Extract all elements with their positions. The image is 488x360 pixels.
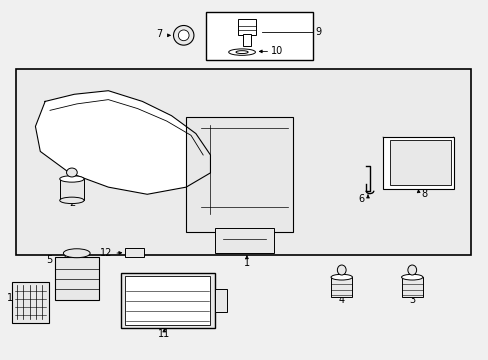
Text: 11: 11 (158, 329, 170, 339)
Bar (205, 12, 312, 60)
Ellipse shape (65, 251, 79, 264)
Text: 6: 6 (357, 194, 364, 203)
Bar (382, 137, 453, 189)
Text: 3: 3 (408, 295, 414, 305)
Text: 10: 10 (271, 46, 283, 57)
Bar (215, 289, 227, 312)
Bar (330, 277, 352, 297)
Bar (125, 276, 210, 325)
Ellipse shape (330, 274, 352, 280)
Text: 4: 4 (338, 295, 344, 305)
Ellipse shape (337, 265, 346, 275)
Ellipse shape (407, 265, 416, 275)
Ellipse shape (228, 49, 255, 55)
Bar (12, 282, 48, 323)
Ellipse shape (60, 197, 84, 203)
Text: 13: 13 (85, 278, 97, 288)
Text: 5: 5 (46, 255, 52, 265)
Text: 12: 12 (100, 248, 112, 258)
Ellipse shape (60, 176, 84, 182)
Ellipse shape (178, 30, 189, 41)
Text: 1: 1 (244, 258, 249, 268)
Bar (401, 277, 422, 297)
Text: 2: 2 (69, 198, 75, 208)
Bar (16, 69, 469, 255)
Text: 7: 7 (156, 28, 162, 39)
Bar (60, 179, 84, 201)
Ellipse shape (401, 274, 422, 280)
Ellipse shape (68, 254, 75, 261)
Bar (243, 33, 250, 46)
Text: 14: 14 (7, 293, 20, 303)
Text: 9: 9 (314, 27, 321, 37)
Bar (55, 257, 99, 300)
Ellipse shape (63, 249, 90, 258)
Bar (215, 228, 273, 253)
Bar (65, 257, 79, 267)
Bar (238, 19, 255, 35)
Bar (389, 140, 450, 185)
Text: 8: 8 (421, 189, 427, 199)
Bar (186, 117, 292, 232)
Ellipse shape (173, 26, 194, 45)
Ellipse shape (66, 168, 77, 177)
Polygon shape (35, 91, 210, 194)
Bar (125, 248, 143, 257)
Bar (120, 273, 215, 328)
Ellipse shape (236, 51, 247, 54)
